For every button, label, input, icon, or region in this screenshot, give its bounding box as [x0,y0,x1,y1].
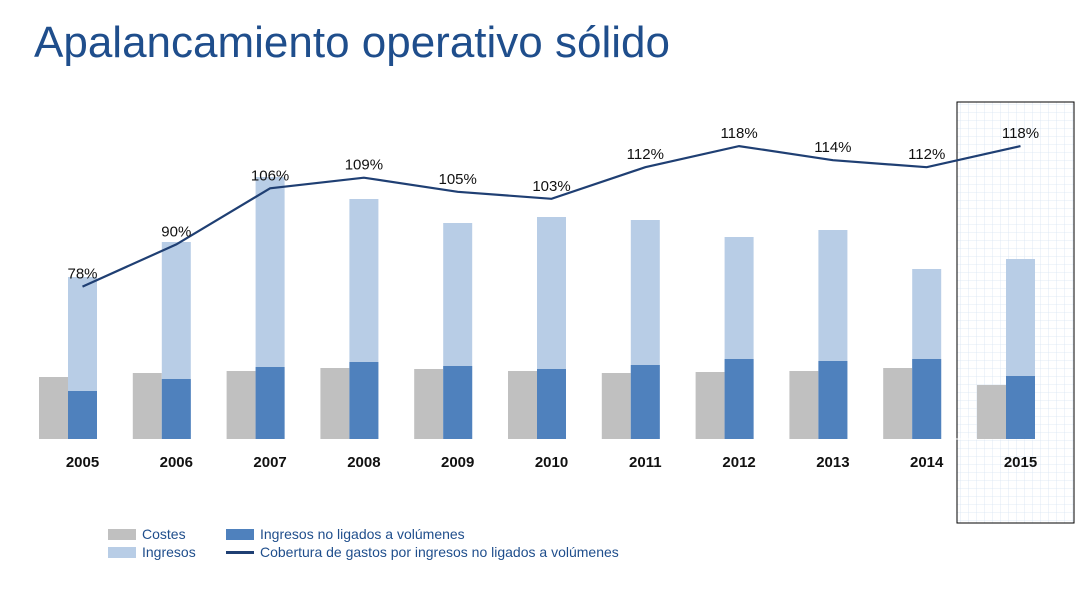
page-title: Apalancamiento operativo sólido [34,18,670,67]
x-tick-label-2008: 2008 [347,454,380,471]
legend-label-ingresos: Ingresos [142,544,196,560]
cobertura-series-line [82,144,1021,288]
legend-label-ingresos-no-ligados: Ingresos no ligados a volúmenes [260,526,465,542]
bar-costes-2006 [132,373,162,439]
legend-item-ingresos-no-ligados: Ingresos no ligados a volúmenes [226,526,465,542]
x-tick-label-2013: 2013 [816,454,849,471]
line-label-2013: 114% [814,139,851,156]
bar-costes-2005 [39,377,68,439]
legend-item-costes: Costes [108,526,186,542]
x-tick-label-2014: 2014 [910,454,944,471]
legend-item-ingresos: Ingresos [108,544,196,560]
x-tick-label-2015: 2015 [1004,454,1037,471]
x-tick-label-2006: 2006 [160,454,193,471]
x-tick-label-2009: 2009 [441,454,474,471]
legend-label-costes: Costes [142,526,186,542]
bar-costes-2008 [320,368,350,439]
line-label-2015: 118% [1002,125,1039,142]
bar-ingresos-no-ligados-2006 [161,379,191,439]
x-axis-labels: 2005 2006 2007 2008 2009 2010 2011 2012 2013 2014… [66,454,1037,471]
bar-ingresos-no-ligados-2014 [912,359,942,439]
bar-costes-2012 [695,372,725,439]
legend-label-cobertura: Cobertura de gastos por ingresos no liga… [260,544,619,560]
bar-costes-2007 [226,371,256,439]
line-label-2006: 90% [161,223,191,240]
cobertura-legend-swatch [226,550,254,554]
bar-costes-2009 [414,369,444,439]
ingresos-legend-swatch [108,546,136,558]
costes-legend-swatch [108,528,136,540]
bar-costes-2015 [977,385,1006,439]
line-label-2011: 112% [627,146,664,163]
bar-ingresos-no-ligados-2012 [724,359,754,439]
x-tick-label-2011: 2011 [629,454,662,471]
line-label-2008: 109% [345,157,383,174]
x-tick-label-2010: 2010 [535,454,568,471]
bar-ingresos-no-ligados-2015 [1006,376,1035,439]
x-tick-label-2012: 2012 [722,454,755,471]
bar-costes-2014 [883,368,913,439]
bar-costes-2011 [601,373,631,439]
line-label-2014: 112% [908,146,945,163]
bar-ingresos-no-ligados-2013 [818,361,848,439]
x-tick-label-2005: 2005 [66,454,99,471]
bar-ingresos-no-ligados-2010 [537,369,566,439]
bar-ingresos-no-ligados-2005 [68,391,97,439]
line-label-2009: 105% [439,171,477,188]
bar-ingresos-no-ligados-2011 [630,365,660,439]
line-label-2012: 118% [720,125,757,142]
line-label-group: 78% 90% 106% 109% 105% 103% 112% 118% 114% 112% 11… [67,125,1039,283]
bar-costes-2013 [789,371,819,439]
line-label-2007: 106% [251,167,289,184]
bar-ingresos-no-ligados-2009 [443,366,473,439]
line-label-2010: 103% [532,178,570,195]
bar-costes-2010 [508,371,537,439]
bar-ingresos-no-ligados-2008 [349,362,379,439]
x-tick-label-2007: 2007 [253,454,286,471]
bar-group [39,177,1035,439]
line-label-2005: 78% [67,266,97,283]
legend-item-cobertura: Cobertura de gastos por ingresos no liga… [226,544,619,560]
bar-ingresos-no-ligados-2007 [255,367,285,439]
ingresos-no-ligados-legend-swatch [226,528,254,540]
